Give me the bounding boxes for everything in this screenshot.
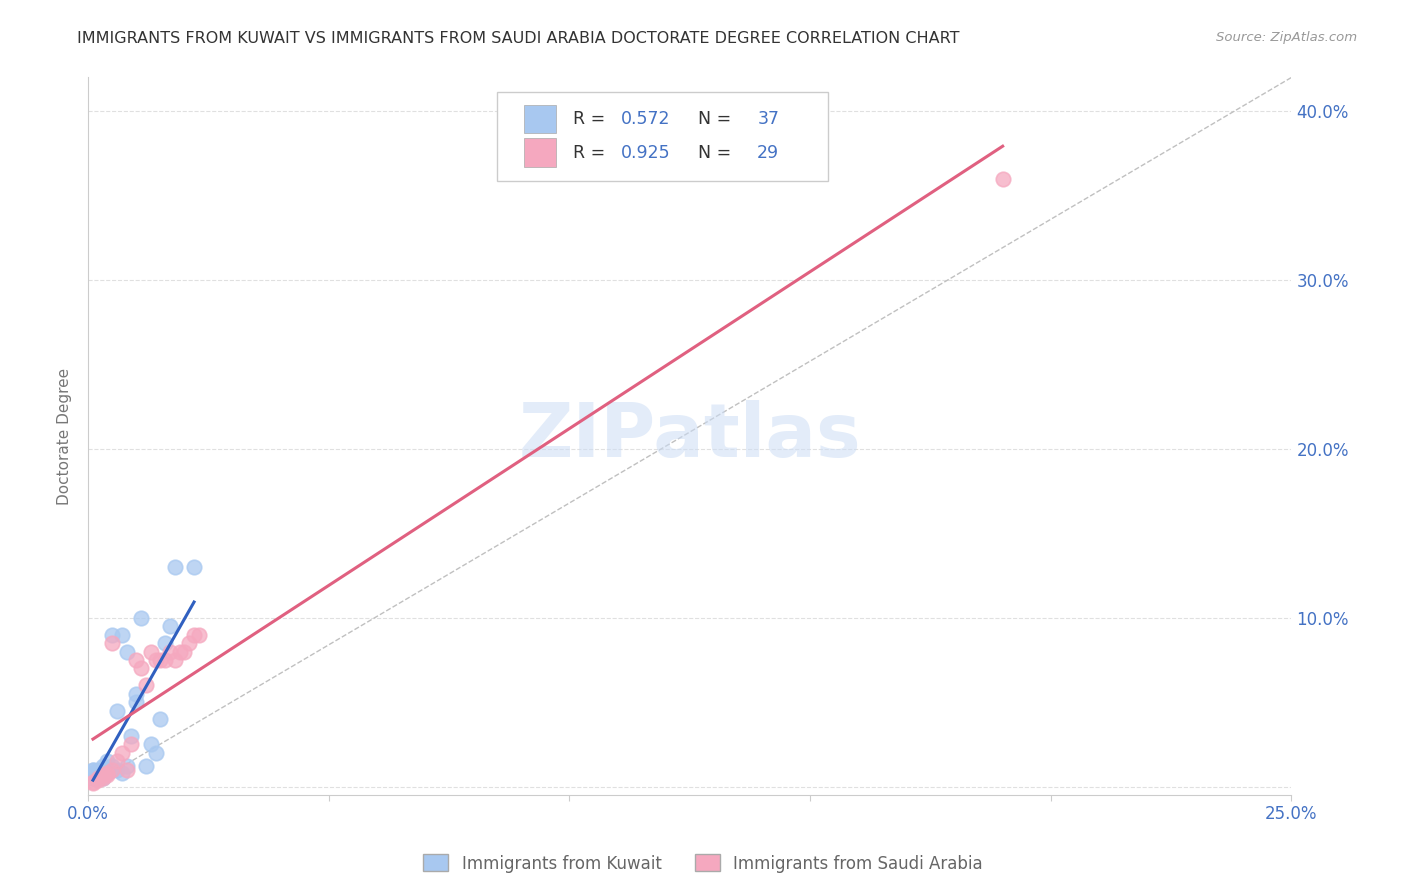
Point	[125, 695, 148, 709]
Point	[115, 644, 138, 658]
Point	[96, 768, 118, 782]
Text: IMMIGRANTS FROM KUWAIT VS IMMIGRANTS FROM SAUDI ARABIA DOCTORATE DEGREE CORRELAT: IMMIGRANTS FROM KUWAIT VS IMMIGRANTS FRO…	[77, 31, 960, 46]
Point	[101, 627, 124, 641]
Point	[82, 763, 104, 777]
Point	[135, 678, 157, 692]
Point	[149, 653, 172, 667]
Point	[101, 763, 124, 777]
Point	[121, 729, 143, 743]
Point	[187, 627, 209, 641]
FancyBboxPatch shape	[524, 138, 557, 167]
Point	[111, 746, 134, 760]
Point	[82, 763, 104, 777]
Point	[153, 636, 176, 650]
Point	[115, 763, 138, 777]
Legend: Immigrants from Kuwait, Immigrants from Saudi Arabia: Immigrants from Kuwait, Immigrants from …	[416, 847, 990, 880]
Point	[145, 653, 167, 667]
Point	[153, 653, 176, 667]
Point	[129, 611, 152, 625]
Point	[87, 771, 110, 785]
Point	[82, 771, 104, 785]
Point	[105, 754, 128, 768]
Text: N =: N =	[688, 110, 737, 128]
Point	[125, 687, 148, 701]
Text: R =: R =	[574, 110, 610, 128]
Point	[101, 759, 124, 773]
Point	[129, 661, 152, 675]
Point	[82, 766, 104, 780]
Point	[96, 754, 118, 768]
Point	[96, 766, 118, 780]
Text: 29: 29	[758, 144, 779, 161]
Point	[96, 763, 118, 777]
Point	[135, 759, 157, 773]
Point	[149, 712, 172, 726]
Point	[91, 759, 114, 773]
Text: N =: N =	[688, 144, 737, 161]
Point	[91, 768, 114, 782]
Point	[139, 738, 162, 752]
Point	[101, 763, 124, 777]
Y-axis label: Doctorate Degree: Doctorate Degree	[58, 368, 72, 505]
Point	[91, 766, 114, 780]
Text: 0.572: 0.572	[621, 110, 671, 128]
Point	[105, 704, 128, 718]
Point	[87, 772, 110, 787]
Point	[115, 759, 138, 773]
Point	[173, 644, 195, 658]
Point	[159, 644, 181, 658]
Text: 0.925: 0.925	[621, 144, 671, 161]
Text: Source: ZipAtlas.com: Source: ZipAtlas.com	[1216, 31, 1357, 45]
Point	[105, 763, 128, 777]
Point	[101, 636, 124, 650]
Point	[125, 653, 148, 667]
Point	[169, 644, 191, 658]
Point	[87, 763, 110, 777]
Point	[163, 653, 186, 667]
Point	[991, 171, 1014, 186]
Point	[183, 627, 205, 641]
Point	[111, 627, 134, 641]
Point	[179, 636, 201, 650]
Point	[91, 771, 114, 785]
Point	[82, 768, 104, 782]
Point	[183, 560, 205, 574]
Point	[163, 560, 186, 574]
FancyBboxPatch shape	[498, 92, 828, 181]
Point	[145, 746, 167, 760]
Text: R =: R =	[574, 144, 610, 161]
Point	[91, 763, 114, 777]
Point	[96, 766, 118, 780]
Point	[111, 766, 134, 780]
Point	[159, 619, 181, 633]
Point	[91, 771, 114, 785]
Text: ZIPatlas: ZIPatlas	[519, 400, 860, 473]
Point	[87, 771, 110, 785]
Point	[82, 774, 104, 789]
Point	[87, 768, 110, 782]
Point	[82, 776, 104, 790]
Point	[121, 738, 143, 752]
FancyBboxPatch shape	[524, 104, 557, 134]
Point	[139, 644, 162, 658]
Text: 37: 37	[758, 110, 779, 128]
Point	[87, 766, 110, 780]
